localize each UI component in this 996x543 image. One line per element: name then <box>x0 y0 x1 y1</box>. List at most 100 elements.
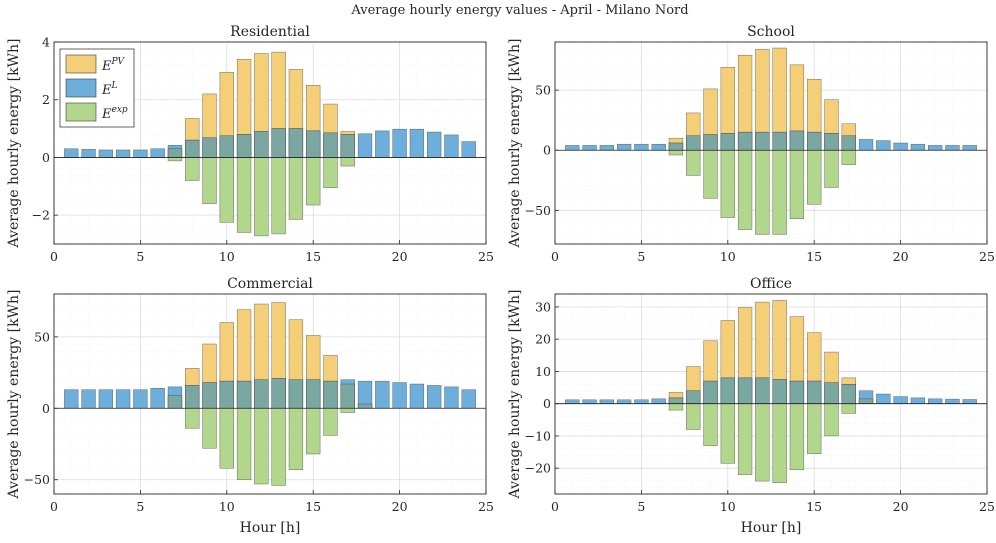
axes-frame <box>53 293 487 495</box>
bar-overlap <box>824 382 839 404</box>
x-tick-label: 15 <box>305 249 321 264</box>
bar-overlap <box>703 380 718 404</box>
bar-load <box>150 388 165 409</box>
y-tick-label: 30 <box>535 299 551 314</box>
bar-load <box>426 385 442 409</box>
y-axis-label: Average hourly energy [kWh] <box>6 290 22 500</box>
x-tick-label: 0 <box>551 249 559 264</box>
school-panel: 0 5 10 15 20 25 −50 0 50 School Average hourly ene… <box>507 24 995 264</box>
bar-overlap <box>824 133 839 151</box>
x-tick-label: 5 <box>637 249 645 264</box>
x-tick-label: 0 <box>50 499 58 514</box>
axes-frame <box>53 41 487 245</box>
bar-exp <box>219 408 234 469</box>
bar-load <box>409 128 425 158</box>
bar-exp <box>167 157 183 162</box>
x-axis-label: Hour [h] <box>240 520 301 536</box>
bar-overlap <box>254 379 269 409</box>
bar-overlap <box>167 395 183 409</box>
bar-overlap <box>807 131 822 151</box>
bar-exp <box>703 149 718 199</box>
x-tick-label: 0 <box>551 499 559 514</box>
bar-exp <box>686 403 701 430</box>
x-tick-label: 20 <box>392 249 408 264</box>
bar-overlap <box>340 134 355 158</box>
bar-overlap <box>720 377 735 404</box>
x-tick-label: 15 <box>806 499 822 514</box>
bar-overlap <box>254 131 269 158</box>
bar-overlap <box>288 379 304 409</box>
bar-exp <box>703 403 718 446</box>
bar-overlap <box>202 382 217 409</box>
legend-symbol: E <box>101 107 112 122</box>
bar-overlap <box>271 128 286 158</box>
school-title: School <box>747 24 795 40</box>
bar-load <box>910 397 926 404</box>
bar-exp <box>254 157 269 237</box>
bar-overlap <box>858 398 874 404</box>
bar-overlap <box>686 135 701 151</box>
bar-overlap <box>185 139 200 158</box>
y-tick-label: 0 <box>42 150 50 165</box>
bar-load <box>858 139 874 151</box>
x-tick-label: 5 <box>136 499 144 514</box>
bar-load <box>893 142 908 151</box>
legend-symbol: E <box>101 83 112 98</box>
x-tick-label: 10 <box>219 499 235 514</box>
bar-load <box>375 130 390 158</box>
bar-exp <box>340 408 355 413</box>
bar-exp <box>236 157 252 233</box>
x-tick-label: 25 <box>979 499 995 514</box>
x-tick-label: 5 <box>637 499 645 514</box>
bars <box>64 302 476 486</box>
bar-overlap <box>167 148 183 158</box>
bar-overlap <box>668 397 684 404</box>
bar-load <box>133 149 148 158</box>
y-tick-label: 50 <box>535 83 551 98</box>
bar-load <box>910 143 926 151</box>
bar-load <box>98 389 114 409</box>
bar-overlap <box>236 134 252 158</box>
y-tick-label: −50 <box>24 472 50 487</box>
bar-exp <box>306 408 321 455</box>
bar-overlap <box>323 380 338 409</box>
y-tick-label: 2 <box>42 92 50 107</box>
y-tick-label: 4 <box>42 35 50 50</box>
x-tick-label: 15 <box>806 249 822 264</box>
bar-exp <box>686 149 701 176</box>
bar-exp <box>271 157 286 235</box>
y-tick-label: −20 <box>525 461 551 476</box>
legend-symbol: E <box>101 59 112 74</box>
legend-superscript: L <box>111 81 118 91</box>
bar-exp <box>789 149 805 219</box>
axes-frame <box>554 41 988 245</box>
bar-exp <box>755 149 770 235</box>
bar-load <box>599 145 615 151</box>
bar-exp <box>807 403 822 454</box>
y-axis-label: Average hourly energy [kWh] <box>6 39 22 249</box>
legend-superscript: exp <box>112 105 128 115</box>
bar-load <box>962 145 977 151</box>
bar-load <box>634 143 649 151</box>
x-tick-label: 25 <box>478 249 494 264</box>
bar-overlap <box>271 378 286 409</box>
bar-overlap <box>772 379 787 404</box>
bar-overlap <box>306 130 321 158</box>
bar-exp <box>185 157 200 181</box>
y-tick-label: 20 <box>535 332 551 347</box>
y-tick-label: 0 <box>543 396 551 411</box>
bar-load <box>582 399 597 404</box>
bar-exp <box>668 149 684 156</box>
legend-label-load: EL <box>101 81 118 98</box>
office-title: Office <box>750 276 792 292</box>
bar-exp <box>720 149 735 218</box>
plot-area <box>555 42 987 244</box>
bar-overlap <box>772 131 787 151</box>
bar-overlap <box>202 137 217 158</box>
bar-load <box>945 145 960 151</box>
bar-load <box>426 131 442 158</box>
bar-overlap <box>340 383 355 409</box>
bar-load <box>115 149 131 158</box>
